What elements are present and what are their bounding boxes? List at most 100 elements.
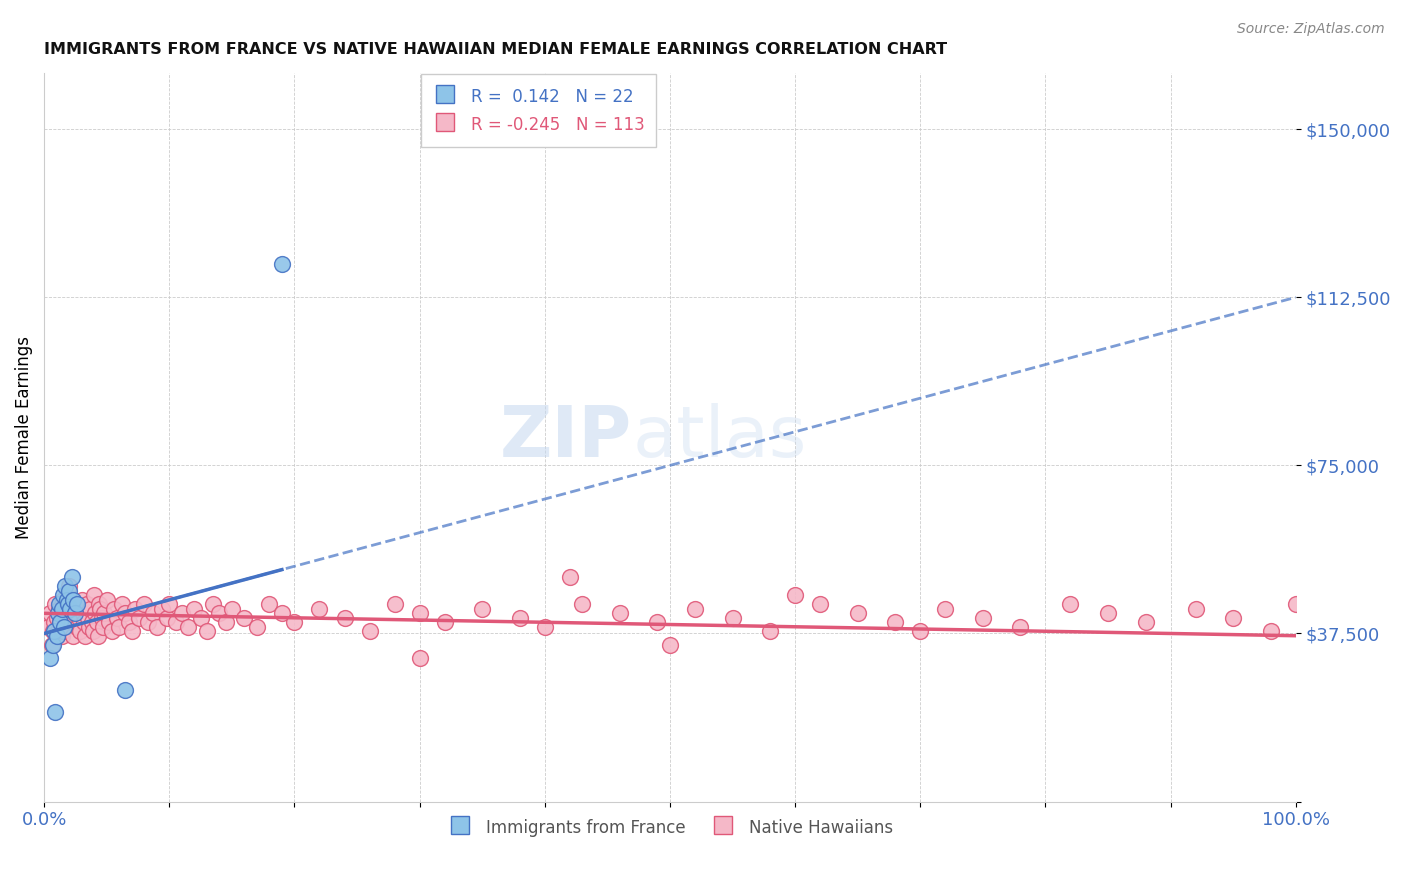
Point <box>118 615 141 630</box>
Point <box>308 602 330 616</box>
Point <box>136 615 159 630</box>
Point <box>66 620 89 634</box>
Point <box>190 611 212 625</box>
Point <box>56 611 79 625</box>
Point <box>170 607 193 621</box>
Point <box>53 607 76 621</box>
Point <box>52 588 75 602</box>
Point <box>73 615 96 630</box>
Point <box>58 583 80 598</box>
Point <box>111 598 134 612</box>
Point <box>558 570 581 584</box>
Point <box>46 607 69 621</box>
Point <box>76 598 98 612</box>
Point <box>98 615 121 630</box>
Point <box>283 615 305 630</box>
Point <box>41 638 63 652</box>
Point <box>69 624 91 639</box>
Point <box>77 620 100 634</box>
Point <box>96 593 118 607</box>
Point <box>142 607 165 621</box>
Point <box>1135 615 1157 630</box>
Point <box>79 602 101 616</box>
Point <box>208 607 231 621</box>
Point <box>1059 598 1081 612</box>
Point <box>910 624 932 639</box>
Point <box>658 638 681 652</box>
Point <box>62 629 84 643</box>
Point <box>759 624 782 639</box>
Point <box>271 257 294 271</box>
Point <box>42 624 65 639</box>
Point <box>89 602 111 616</box>
Point <box>721 611 744 625</box>
Point <box>433 615 456 630</box>
Point <box>84 607 107 621</box>
Point <box>62 593 84 607</box>
Point <box>87 629 110 643</box>
Point <box>55 593 77 607</box>
Point <box>103 602 125 616</box>
Point <box>44 705 66 719</box>
Point <box>49 615 72 630</box>
Point <box>221 602 243 616</box>
Legend: Immigrants from France, Native Hawaiians: Immigrants from France, Native Hawaiians <box>440 811 900 844</box>
Point <box>53 620 76 634</box>
Point <box>60 615 83 630</box>
Point <box>785 588 807 602</box>
Point <box>972 611 994 625</box>
Point <box>75 629 97 643</box>
Point <box>39 651 62 665</box>
Point <box>100 624 122 639</box>
Point <box>48 602 70 616</box>
Point <box>66 602 89 616</box>
Point <box>1260 624 1282 639</box>
Point <box>150 602 173 616</box>
Point <box>408 607 430 621</box>
Point <box>51 602 73 616</box>
Point <box>42 615 65 630</box>
Point <box>45 611 67 625</box>
Point <box>49 615 72 630</box>
Point <box>60 570 83 584</box>
Point <box>609 607 631 621</box>
Point <box>195 624 218 639</box>
Text: Source: ZipAtlas.com: Source: ZipAtlas.com <box>1237 22 1385 37</box>
Point <box>259 598 281 612</box>
Point <box>647 615 669 630</box>
Point <box>42 638 65 652</box>
Point <box>52 593 75 607</box>
Point <box>533 620 555 634</box>
Point <box>145 620 167 634</box>
Point <box>45 629 67 643</box>
Point <box>1097 607 1119 621</box>
Point <box>384 598 406 612</box>
Point <box>202 598 225 612</box>
Point <box>165 615 187 630</box>
Point <box>884 615 907 630</box>
Text: atlas: atlas <box>633 403 807 472</box>
Point <box>56 598 79 612</box>
Point <box>58 579 80 593</box>
Point <box>408 651 430 665</box>
Point <box>114 682 136 697</box>
Point <box>214 615 236 630</box>
Point <box>67 611 90 625</box>
Point <box>39 607 62 621</box>
Text: ZIP: ZIP <box>501 403 633 472</box>
Point <box>82 624 104 639</box>
Text: IMMIGRANTS FROM FRANCE VS NATIVE HAWAIIAN MEDIAN FEMALE EARNINGS CORRELATION CHA: IMMIGRANTS FROM FRANCE VS NATIVE HAWAIIA… <box>44 42 948 57</box>
Point <box>246 620 269 634</box>
Point <box>77 611 100 625</box>
Point <box>55 598 77 612</box>
Point <box>183 602 205 616</box>
Point <box>105 611 128 625</box>
Point <box>108 620 131 634</box>
Point <box>70 593 93 607</box>
Point <box>1010 620 1032 634</box>
Point <box>55 620 77 634</box>
Point <box>808 598 831 612</box>
Point <box>86 615 108 630</box>
Point <box>128 611 150 625</box>
Point <box>44 598 66 612</box>
